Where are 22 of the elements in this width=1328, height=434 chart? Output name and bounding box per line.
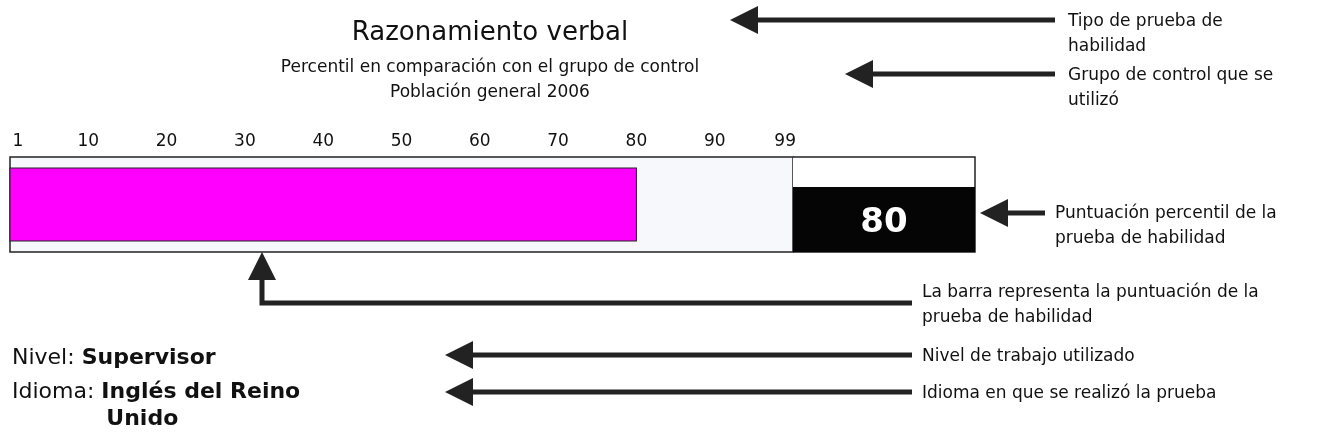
text: La barra representa la puntuación de la prueba de habilidad xyxy=(922,281,1259,326)
x-tick-label: 60 xyxy=(468,130,491,150)
text: Idioma: Inglés del Reino Unido xyxy=(12,378,301,430)
text: 80 xyxy=(860,200,908,240)
x-tick-label: 90 xyxy=(703,130,726,150)
x-tick-label: 50 xyxy=(390,130,413,150)
x-tick-label: 10 xyxy=(77,130,100,150)
text: Idioma en que se realizó la prueba xyxy=(922,382,1217,402)
x-tick-label: 20 xyxy=(155,130,178,150)
x-tick-label: 70 xyxy=(547,130,569,150)
x-tick-label: 1 xyxy=(12,130,24,150)
text: Grupo de control que se utilizó xyxy=(1068,64,1274,109)
x-tick-label: 40 xyxy=(312,130,335,150)
chart-title: Razonamiento verbal xyxy=(351,16,629,46)
x-tick-label: 30 xyxy=(234,130,256,150)
text: Nivel de trabajo utilizado xyxy=(922,345,1135,365)
chart-subtitle: Percentil en comparación con el grupo de control Población general 2006 xyxy=(280,56,700,101)
text: Nivel: Supervisor xyxy=(12,344,216,369)
text: Puntuación percentil de la prueba de habilidad xyxy=(1055,202,1277,247)
text: Tipo de prueba de habilidad xyxy=(1067,10,1223,55)
x-tick-label: 80 xyxy=(625,130,648,150)
x-tick-label: 99 xyxy=(774,130,796,150)
